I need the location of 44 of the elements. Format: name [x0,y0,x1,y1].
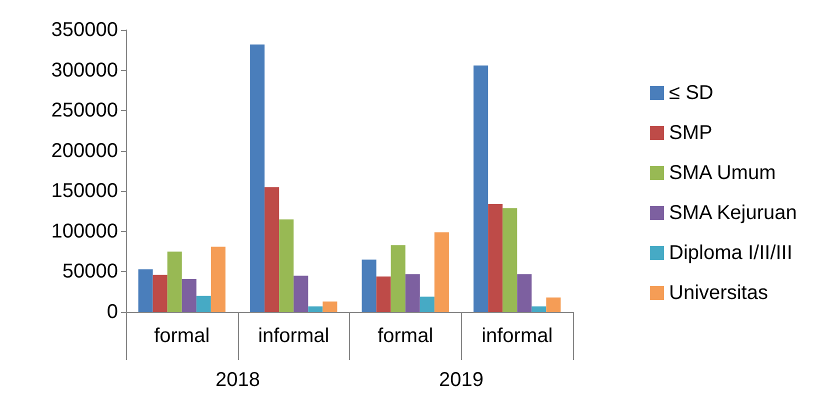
bar [138,269,153,312]
bar [405,274,420,312]
bar [532,306,546,312]
bar [376,276,391,312]
bar [488,204,503,312]
bar [279,219,294,312]
bar [434,232,449,312]
bar [152,274,168,312]
text: 2018 [216,369,260,391]
bar [264,187,280,312]
y-tick-label: 0 [106,301,118,323]
bar [474,65,488,312]
bar [517,274,532,312]
legend-label: Diploma I/II/III [669,242,792,264]
x-tick-label: informal [258,325,330,347]
bar [390,245,406,312]
y-tick-label: 50000 [62,260,118,283]
legend-label: SMA Umum [669,162,776,184]
bar [294,276,308,312]
bar [322,302,338,312]
legend-label: Universitas [669,282,768,304]
bar [167,252,182,312]
bar [546,297,561,312]
legend-label: SMA Kejuruan [669,202,797,224]
text: 2019 [439,369,484,391]
y-tick-label: 200000 [51,140,118,162]
bar [502,208,518,312]
y-tick-label: 300000 [51,59,118,82]
bar [420,296,434,312]
bar [308,306,323,312]
bar [362,260,376,312]
bar [196,296,211,312]
y-tick-label: 250000 [51,100,118,122]
bar [210,246,226,312]
legend-label: SMP [669,122,712,144]
y-tick-label: 350000 [51,19,118,41]
y-tick-label: 100000 [51,220,118,242]
y-tick-label: 150000 [51,180,118,202]
x-tick-label: informal [482,325,553,347]
bar [182,278,196,312]
x-tick-label: formal [378,325,434,347]
bar [250,44,265,312]
legend-label: ≤ SD [669,82,714,104]
x-tick-label: formal [154,325,210,347]
